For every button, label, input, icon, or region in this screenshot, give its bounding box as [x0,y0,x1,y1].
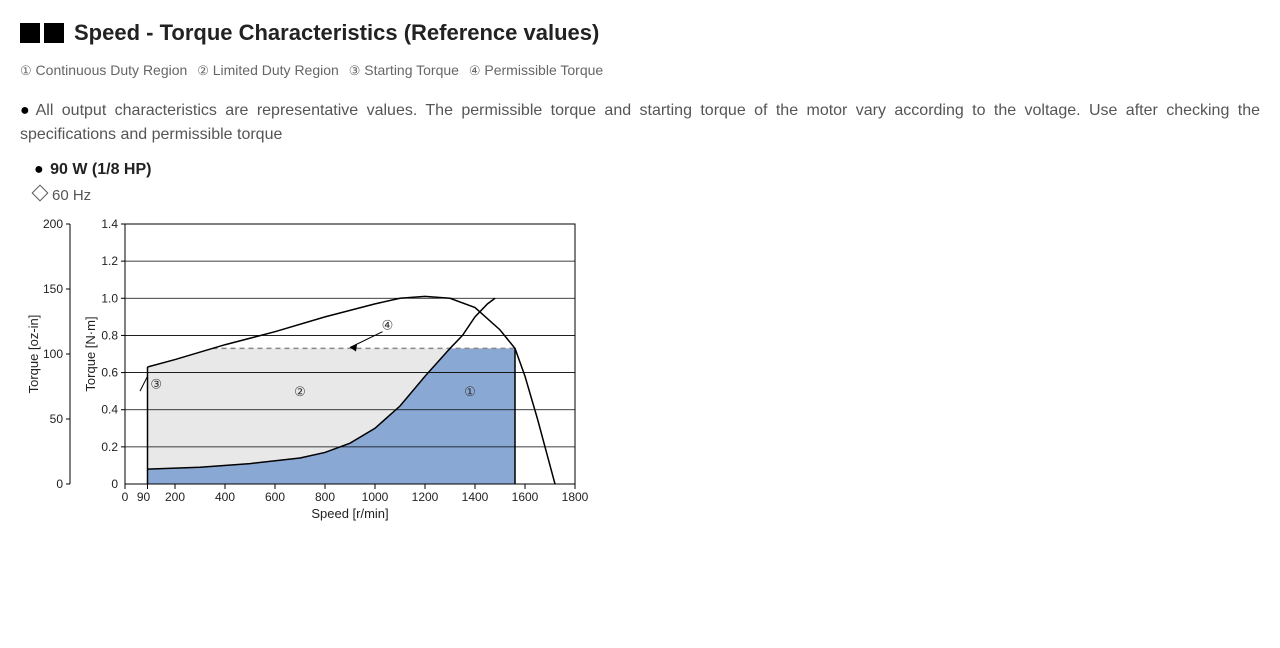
legend-row: ① Continuous Duty Region ② Limited Duty … [20,62,1260,79]
svg-text:0.8: 0.8 [101,328,118,342]
title-bullet-squares [20,23,64,43]
svg-text:1200: 1200 [412,490,439,504]
power-label: ● 90 W (1/8 HP) [34,161,1260,179]
svg-text:90: 90 [137,490,151,504]
svg-text:1600: 1600 [512,490,539,504]
svg-text:400: 400 [215,490,235,504]
svg-text:800: 800 [315,490,335,504]
speed-torque-chart: 09020040060080010001200140016001800Speed… [20,214,620,534]
svg-text:①: ① [464,384,476,399]
svg-text:②: ② [294,384,306,399]
svg-text:1400: 1400 [462,490,489,504]
note-text: ●All output characteristics are represen… [20,99,1260,147]
svg-text:200: 200 [43,217,63,231]
frequency-label: 60 Hz [34,187,1260,204]
section-title: Speed - Torque Characteristics (Referenc… [20,20,1260,46]
svg-text:0.2: 0.2 [101,440,118,454]
svg-text:100: 100 [43,347,63,361]
svg-text:0: 0 [111,477,118,491]
svg-text:Torque [oz-in]: Torque [oz-in] [26,315,41,394]
svg-text:1.0: 1.0 [101,291,118,305]
svg-text:1.4: 1.4 [101,217,118,231]
title-text: Speed - Torque Characteristics (Referenc… [74,20,599,46]
svg-text:0: 0 [122,490,129,504]
svg-text:0.6: 0.6 [101,366,118,380]
svg-text:1000: 1000 [362,490,389,504]
svg-text:④: ④ [382,317,394,332]
svg-text:0.4: 0.4 [101,403,118,417]
svg-text:150: 150 [43,282,63,296]
svg-text:1800: 1800 [562,490,589,504]
svg-text:600: 600 [265,490,285,504]
svg-text:1.2: 1.2 [101,254,118,268]
svg-text:200: 200 [165,490,185,504]
svg-text:Torque [N·m]: Torque [N·m] [83,316,98,391]
svg-text:③: ③ [150,377,162,392]
svg-text:Speed [r/min]: Speed [r/min] [311,506,388,521]
svg-text:0: 0 [56,477,63,491]
svg-text:50: 50 [50,412,64,426]
